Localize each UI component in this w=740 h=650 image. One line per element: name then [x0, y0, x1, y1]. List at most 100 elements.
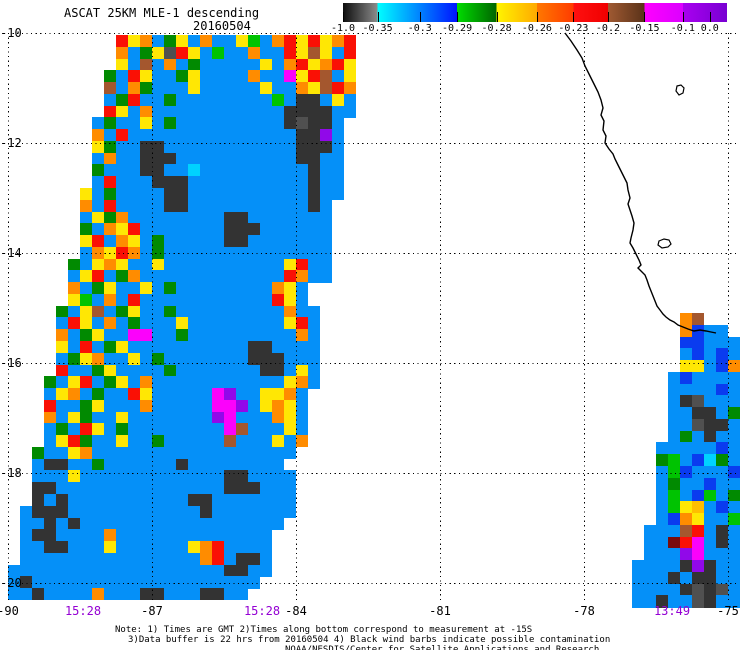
swath-cell: [92, 411, 105, 424]
swath-cell: [260, 541, 273, 554]
swath-cell: [320, 93, 333, 107]
swath-cell: [248, 117, 261, 130]
swath-cell: [224, 223, 237, 236]
swath-cell: [128, 423, 141, 436]
swath-cell: [128, 529, 141, 542]
swath-cell: [308, 211, 321, 224]
swath-cell: [656, 513, 669, 526]
y-axis-label: -10: [0, 26, 22, 40]
swath-cell: [188, 399, 201, 413]
swath-cell: [188, 458, 201, 472]
swath-cell: [260, 293, 273, 307]
swath-cell: [248, 35, 261, 48]
swath-cell: [92, 482, 105, 495]
swath-cell: [188, 211, 201, 224]
swath-cell: [296, 35, 309, 48]
swath-cell: [104, 529, 117, 542]
swath-cell: [188, 117, 201, 130]
swath-cell: [80, 188, 93, 201]
swath-cell: [704, 418, 717, 432]
swath-cell: [20, 576, 33, 589]
swath-cell: [200, 35, 213, 48]
swath-cell: [272, 70, 285, 83]
swath-cell: [104, 152, 117, 165]
swath-cell: [140, 411, 153, 424]
swath-cell: [44, 399, 57, 413]
swath-cell: [656, 548, 669, 561]
swath-cell: [164, 541, 177, 554]
swath-cell: [332, 46, 345, 60]
swath-cell: [152, 494, 165, 507]
swath-cell: [128, 46, 141, 60]
swath-cell: [704, 595, 717, 608]
swath-cell: [152, 435, 165, 448]
swath-cell: [272, 423, 285, 436]
grid-v-line: [8, 33, 9, 601]
swath-cell: [140, 576, 153, 589]
swath-cell: [332, 105, 345, 118]
swath-cell: [296, 188, 309, 201]
swath-cell: [68, 482, 81, 495]
swath-cell: [44, 446, 57, 460]
swath-cell: [224, 446, 237, 460]
swath-cell: [80, 293, 93, 307]
swath-cell: [152, 352, 165, 366]
swath-cell: [272, 258, 285, 271]
swath-cell: [164, 317, 177, 330]
x-axis-label: -81: [429, 604, 451, 618]
swath-cell: [188, 552, 201, 566]
swath-cell: [200, 58, 213, 71]
swath-cell: [128, 282, 141, 295]
swath-cell: [644, 583, 657, 596]
swath-cell: [284, 188, 297, 201]
swath-cell: [128, 446, 141, 460]
swath-cell: [188, 258, 201, 271]
swath-cell: [272, 446, 285, 460]
swath-cell: [140, 529, 153, 542]
swath-cell: [164, 588, 177, 601]
swath-cell: [260, 564, 273, 577]
swath-cell: [176, 564, 189, 577]
swath-cell: [128, 258, 141, 271]
swath-cell: [92, 305, 105, 318]
swath-cell: [164, 458, 177, 472]
swath-cell: [188, 93, 201, 107]
swath-cell: [128, 82, 141, 95]
swath-cell: [236, 188, 249, 201]
swath-cell: [308, 58, 321, 71]
swath-cell: [236, 58, 249, 71]
swath-cell: [68, 376, 81, 389]
colorbar-tick: [536, 12, 538, 22]
swath-cell: [164, 223, 177, 236]
swath-cell: [236, 46, 249, 60]
swath-cell: [308, 258, 321, 271]
swath-cell: [308, 176, 321, 189]
swath-cell: [260, 517, 273, 530]
swath-cell: [656, 583, 669, 596]
swath-cell: [260, 93, 273, 107]
swath-cell: [68, 446, 81, 460]
swath-cell: [644, 524, 657, 538]
swath-cell: [320, 223, 333, 236]
swath-cell: [200, 317, 213, 330]
swath-cell: [200, 505, 213, 519]
swath-cell: [728, 418, 740, 432]
swath-cell: [272, 129, 285, 142]
swath-cell: [140, 188, 153, 201]
swath-cell: [224, 588, 237, 601]
swath-cell: [692, 313, 705, 326]
swath-cell: [272, 223, 285, 236]
swath-cell: [176, 588, 189, 601]
swath-cell: [704, 383, 717, 396]
swath-cell: [308, 223, 321, 236]
swath-cell: [92, 129, 105, 142]
swath-cell: [320, 152, 333, 165]
swath-cell: [176, 576, 189, 589]
swath-cell: [92, 435, 105, 448]
swath-cell: [128, 176, 141, 189]
swath-cell: [296, 58, 309, 71]
swath-cell: [236, 423, 249, 436]
swath-cell: [20, 564, 33, 577]
swath-cell: [260, 411, 273, 424]
swath-cell: [224, 352, 237, 366]
